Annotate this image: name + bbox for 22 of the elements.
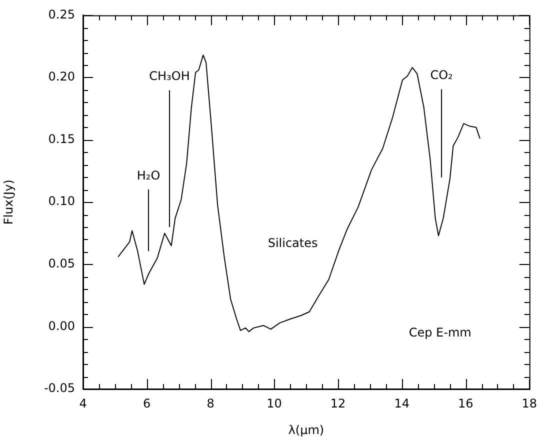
y-tick-label: -0.05: [44, 381, 75, 396]
x-tick-label: 14: [394, 396, 410, 410]
y-tick-label: 0.00: [48, 318, 75, 333]
annotation: CH₃OH: [149, 69, 190, 84]
y-tick-label: 0.10: [48, 194, 75, 208]
y-tick-label: 0.05: [48, 256, 75, 271]
x-tick-label: 8: [206, 396, 214, 410]
y-tick-label: 0.25: [48, 7, 75, 22]
annotation: Silicates: [268, 236, 318, 250]
y-tick-label: 0.20: [48, 70, 75, 84]
annotation: H₂O: [136, 168, 160, 182]
x-tick-label: 10: [266, 396, 282, 410]
x-tick-label: 12: [330, 396, 346, 410]
x-tick-label: 16: [458, 396, 474, 410]
y-axis-title: Flux(Jy): [1, 180, 16, 225]
annotation: Cep E-mm: [408, 326, 472, 340]
x-tick-label: 6: [142, 396, 151, 410]
x-tick-label: 4: [79, 396, 87, 410]
annotation: CO₂: [430, 68, 454, 82]
x-axis-title: λ(μm): [288, 422, 324, 437]
x-tick-label: 18: [522, 396, 538, 410]
y-tick-label: 0.15: [48, 132, 75, 146]
